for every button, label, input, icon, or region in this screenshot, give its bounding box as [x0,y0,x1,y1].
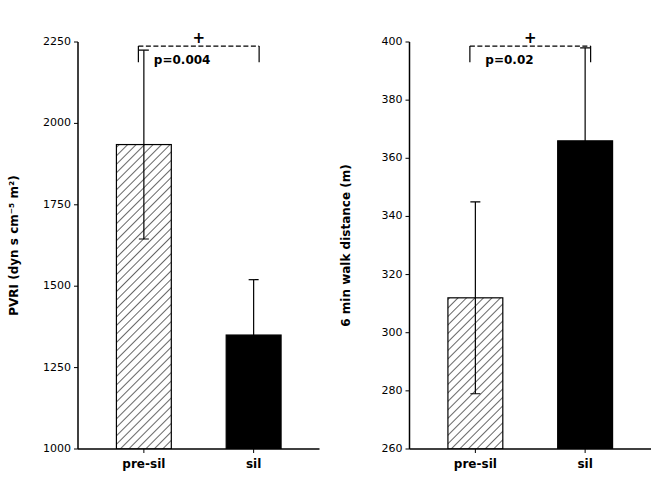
y-tick [74,286,78,287]
error-line [475,202,476,394]
x-tick [253,449,254,453]
y-tick-label: 280 [382,384,403,397]
y-tick-label: 1250 [43,361,71,374]
error-bar [249,280,259,391]
y-tick [74,204,78,205]
x-tick [585,449,586,453]
error-bar [139,50,149,239]
error-line [143,50,144,239]
error-cap [249,390,259,391]
x-axis [410,448,652,450]
error-bar [580,48,590,234]
y-tick [406,390,410,391]
annotation: p=0.02 [485,53,533,67]
x-tick [143,449,144,453]
error-bar [470,202,480,394]
x-tick-label: sil [246,457,261,471]
y-axis-label: PVRI (dyn s cm⁻⁵ m²) [7,175,21,316]
error-cap [139,238,149,239]
y-tick-label: 1750 [43,198,71,211]
annotation: + [524,29,537,47]
y-tick [406,216,410,217]
y-tick [74,123,78,124]
y-tick-label: 320 [382,268,403,281]
bracket-drop [469,46,470,62]
error-line [585,48,586,234]
panel: 260 280 300 320 340 360 380 400 pre-sil sil 6 min … [339,29,652,471]
error-cap [470,393,480,394]
y-tick [74,42,78,43]
x-tick-label: pre-sil [454,457,497,471]
y-tick [406,274,410,275]
y-tick-label: 2250 [43,35,71,48]
x-tick [475,449,476,453]
x-axis [78,448,320,450]
plot-area [448,48,613,449]
y-tick-label: 2000 [43,116,71,129]
y-tick-label: 1000 [43,442,71,455]
y-axis [409,42,411,449]
x-tick-label: sil [577,457,592,471]
y-tick [406,449,410,450]
annotation: p=0.004 [154,53,211,67]
y-axis-label: 6 min walk distance (m) [339,164,353,326]
panel: 1000 1250 1500 1750 2000 2250 pre-sil sil PVRI (… [7,29,320,471]
y-tick [406,100,410,101]
y-tick-label: 260 [382,442,403,455]
plot-area [116,50,281,449]
bracket-drop [590,46,591,62]
y-tick-label: 400 [382,35,403,48]
y-tick-label: 1500 [43,279,71,292]
bracket-drop [259,46,260,62]
bracket-drop [138,46,139,62]
y-tick [406,332,410,333]
y-tick [406,42,410,43]
y-tick-label: 340 [382,209,403,222]
figure: 1000 1250 1500 1750 2000 2250 pre-sil sil PVRI (… [0,0,663,495]
error-cap [470,201,480,202]
y-tick-label: 360 [382,151,403,164]
error-cap [249,279,259,280]
annotation: + [192,29,205,47]
error-line [253,280,254,391]
background [0,0,663,495]
y-tick [406,158,410,159]
error-cap [139,50,149,51]
y-tick [74,367,78,368]
y-axis [77,42,79,449]
error-cap [580,47,590,48]
y-tick-label: 380 [382,93,403,106]
y-tick [74,449,78,450]
x-tick-label: pre-sil [122,457,165,471]
error-cap [580,233,590,234]
y-tick-label: 300 [382,326,403,339]
